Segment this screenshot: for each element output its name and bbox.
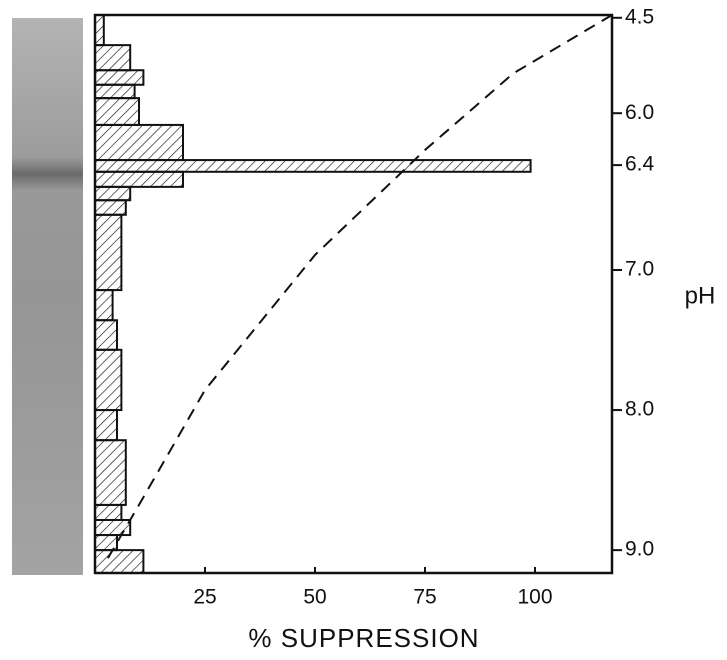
bar xyxy=(95,215,121,290)
plot-frame xyxy=(95,15,612,573)
bar xyxy=(95,15,104,45)
bar xyxy=(95,505,121,520)
bar xyxy=(95,290,113,320)
x-tick-label: 50 xyxy=(303,586,326,609)
bar xyxy=(95,45,130,70)
gel-strip xyxy=(12,18,83,575)
bar xyxy=(95,520,130,535)
bar xyxy=(95,200,126,215)
bar xyxy=(95,440,126,505)
y2-tick-label: 6.4 xyxy=(625,153,655,176)
chart: pH % SUPPRESSION 25 50 75 100 4.5 6.0 6.4 7.0 8.… xyxy=(0,0,727,660)
x-axis-title: % SUPPRESSION xyxy=(248,623,479,653)
x-tick-label: 25 xyxy=(193,586,216,609)
bar xyxy=(95,98,139,125)
ph-gradient-curve xyxy=(104,15,612,565)
bar xyxy=(95,320,117,350)
bar xyxy=(95,410,117,440)
y2-tick-label: 4.5 xyxy=(625,5,654,28)
y2-tick-label: 8.0 xyxy=(625,398,654,421)
bar xyxy=(95,160,531,172)
y2-tick-label: 7.0 xyxy=(625,258,654,281)
bar xyxy=(95,187,130,200)
y2-tick-label: 9.0 xyxy=(625,538,654,561)
page: {"chart_data": {"type": "histogram", "or… xyxy=(0,0,727,660)
x-tick-label: 75 xyxy=(413,586,436,609)
bar xyxy=(95,550,143,573)
bar xyxy=(95,350,121,410)
bar xyxy=(95,172,183,187)
x-tick-label: 100 xyxy=(517,586,552,609)
bar xyxy=(95,125,183,160)
bar xyxy=(95,85,135,98)
bar xyxy=(95,70,143,85)
y2-axis-title: pH xyxy=(685,282,716,309)
y2-tick-label: 6.0 xyxy=(625,101,654,124)
